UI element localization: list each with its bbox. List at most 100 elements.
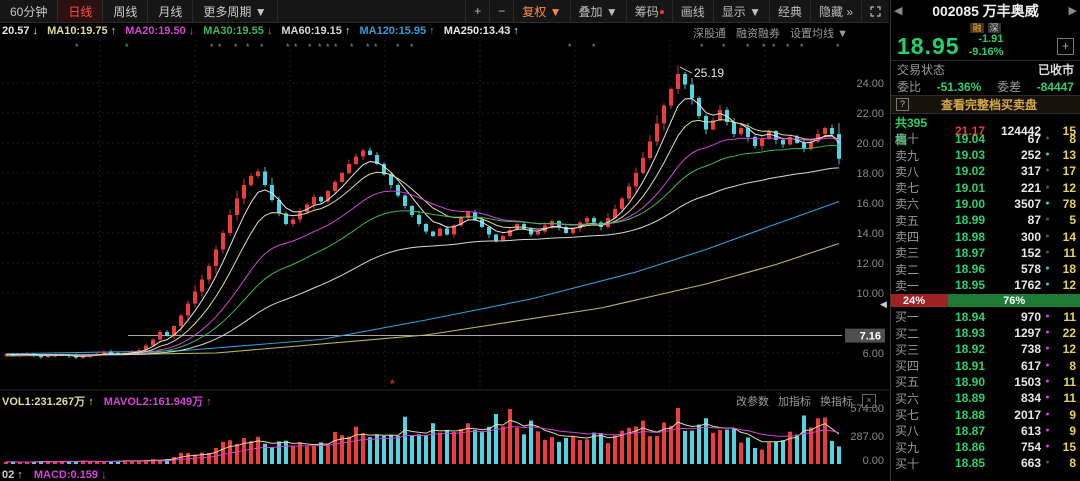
hide-button[interactable]: 隐藏 »: [809, 0, 861, 22]
buy-row[interactable]: 买九 18.86 754 ● 15: [891, 439, 1080, 455]
book-volume: 87: [1027, 213, 1041, 228]
sell-row[interactable]: 卖二 18.96 578 ● 18: [891, 261, 1080, 277]
overlay-button[interactable]: 叠加 ▼: [569, 0, 626, 22]
buy-row[interactable]: 买三 18.92 738 ● 12: [891, 341, 1080, 357]
book-dot-icon: ●: [1045, 216, 1050, 224]
book-price: 18.91: [954, 358, 985, 373]
buy-row[interactable]: 买八 18.87 613 ● 9: [891, 422, 1080, 439]
book-volume: 3507: [1014, 196, 1041, 211]
svg-text:20.00: 20.00: [856, 138, 884, 150]
sub-link-0[interactable]: 深股通: [693, 28, 727, 40]
vol-link-2[interactable]: 换指标: [820, 396, 853, 408]
ma-line-1: [5, 119, 840, 357]
book-dot-icon: ●: [1045, 394, 1050, 402]
ma-label-4: MA60:19.15 ↑: [281, 25, 351, 37]
sub-link-1[interactable]: 融资融券: [736, 28, 781, 40]
book-count: 9: [1069, 407, 1076, 422]
display-button[interactable]: 显示 ▼: [712, 0, 769, 22]
fullscreen-icon[interactable]: [861, 0, 889, 22]
buy-row[interactable]: 买四 18.91 617 ● 8: [891, 357, 1080, 374]
peak-pointer: [679, 66, 693, 74]
ma-line-4: [5, 167, 840, 356]
mavol-line-1: [5, 426, 840, 463]
panel-collapse-icon[interactable]: ◀: [880, 299, 887, 309]
book-dot-icon: ●: [1045, 281, 1050, 289]
book-count: 15: [1062, 440, 1076, 455]
prev-stock-icon[interactable]: ◀: [894, 5, 903, 17]
sell-row[interactable]: 卖七 19.01 221 ● 12: [891, 179, 1080, 196]
svg-text:16.00: 16.00: [856, 198, 884, 210]
buy-row[interactable]: 买七 18.88 2017 ● 9: [891, 406, 1080, 423]
ma-label-0: 20.57 ↓: [2, 25, 39, 37]
full-orderbook-link-row[interactable]: ? 查看完整档买卖盘: [891, 95, 1080, 114]
weibi-row: 委比 -51.36% 委差 -84447: [891, 78, 1080, 95]
book-dot-icon: ●: [1045, 167, 1050, 175]
draw-line-button[interactable]: 画线: [671, 0, 713, 22]
adjust-price-button[interactable]: 复权 ▼: [513, 0, 569, 22]
sell-row[interactable]: 卖六 19.00 3507 ● 78: [891, 195, 1080, 212]
tab-period-2[interactable]: 周线: [103, 0, 149, 22]
sell-row[interactable]: 卖一 18.95 1762 ● 12: [891, 277, 1080, 293]
book-price: 18.95: [954, 278, 985, 293]
tab-period-3[interactable]: 月线: [148, 0, 194, 22]
buy-row[interactable]: 买五 18.90 1503 ● 11: [891, 373, 1080, 390]
total-count: 15: [1062, 124, 1076, 138]
volume-close-icon[interactable]: ×: [862, 394, 876, 408]
tab-period-4[interactable]: 更多周期 ▼: [193, 0, 278, 22]
buy-sell-ratio-bar[interactable]: 24% 76%: [891, 294, 1080, 308]
ma-indicator-labels: 20.57 ↓ MA10:19.75 ↑ MA20:19.50 ↓ MA30:19.5…: [2, 25, 528, 38]
book-dot-icon: ●: [1045, 248, 1050, 256]
book-volume: 221: [1020, 180, 1041, 195]
book-price: 18.94: [954, 309, 985, 324]
book-price: 19.00: [954, 196, 985, 211]
zoom-in-button[interactable]: +: [465, 0, 489, 22]
book-count: 78: [1062, 196, 1076, 211]
buy-row[interactable]: 买二 18.93 1297 ● 22: [891, 325, 1080, 341]
tab-period-1[interactable]: 日线: [58, 0, 104, 22]
vol-link-1[interactable]: 加指标: [778, 396, 811, 408]
buy-row[interactable]: 买十 18.85 663 ● 8: [891, 455, 1080, 471]
vol-label-1: MAVOL2:161.949万 ↑: [103, 396, 212, 408]
help-icon[interactable]: ?: [896, 98, 909, 111]
book-count: 11: [1063, 245, 1076, 260]
book-dot-icon: ●: [1045, 329, 1050, 337]
book-label: 卖一: [895, 278, 920, 293]
book-dot-icon: ●: [1045, 183, 1050, 191]
book-volume: 613: [1020, 423, 1041, 438]
full-orderbook-link[interactable]: 查看完整档买卖盘: [940, 98, 1037, 112]
sell-row[interactable]: 卖五 18.99 87 ● 5: [891, 212, 1080, 228]
book-volume: 663: [1020, 456, 1041, 471]
ma-line-2: [5, 137, 840, 356]
stock-title: 002085 万丰奥威: [932, 3, 1039, 19]
quote-header: ◀ 002085 万丰奥威 ▶: [891, 0, 1080, 22]
svg-text:*: *: [318, 42, 322, 52]
next-stock-icon[interactable]: ▶: [1068, 5, 1077, 17]
buy-row[interactable]: 买六 18.89 834 ● 11: [891, 390, 1080, 406]
sell-row[interactable]: 卖四 18.98 300 ● 14: [891, 228, 1080, 245]
sell-row[interactable]: 卖九 19.03 252 ● 13: [891, 147, 1080, 163]
volume-pane-links: 改参数 加指标 换指标 ×: [698, 393, 876, 409]
vol-link-0[interactable]: 改参数: [736, 396, 769, 408]
classic-button[interactable]: 经典: [768, 0, 810, 22]
sub-link-2[interactable]: 设置均线 ▼: [790, 28, 848, 40]
period-tab-bar: 60分钟 日线 周线 月线 更多周期 ▼ + − 复权 ▼ 叠加 ▼ 筹码 画线 显示 ▼ 经典 隐藏 …: [0, 0, 889, 23]
chips-button[interactable]: 筹码: [625, 0, 672, 22]
badge-融: 融: [970, 23, 984, 33]
buy-row[interactable]: 买一 18.94 970 ● 11: [891, 308, 1080, 325]
svg-text:*: *: [700, 42, 704, 52]
sell-row[interactable]: 卖三 18.97 152 ● 11: [891, 244, 1080, 261]
book-count: 8: [1069, 456, 1076, 471]
book-label: 买八: [895, 424, 920, 439]
sell-row[interactable]: 卖八 19.02 317 ● 17: [891, 163, 1080, 179]
badge-深: 深: [987, 23, 1001, 33]
tab-period-0[interactable]: 60分钟: [0, 0, 59, 22]
period-tabs: 60分钟 日线 周线 月线 更多周期 ▼: [0, 0, 278, 22]
change-amount: -1.91: [978, 33, 1004, 46]
book-volume: 1503: [1014, 374, 1041, 389]
svg-text:*: *: [374, 42, 378, 52]
book-label: 卖二: [895, 262, 920, 277]
candles: [4, 65, 841, 360]
add-to-watchlist-button[interactable]: +: [1057, 37, 1074, 55]
zoom-out-button[interactable]: −: [489, 0, 513, 22]
sell-row[interactable]: 卖十 19.04 67 ● 8: [891, 130, 1080, 147]
